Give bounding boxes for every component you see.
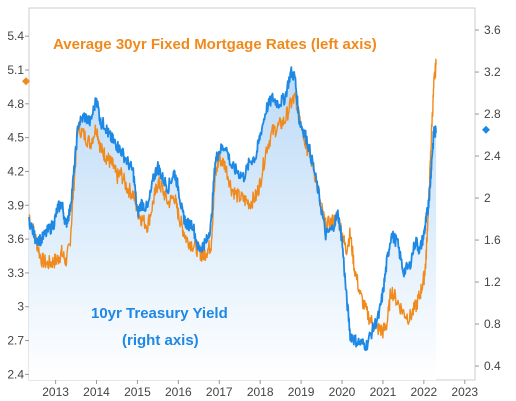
- x-tick-label: 2019: [288, 385, 315, 399]
- x-tick-label: 2017: [206, 385, 233, 399]
- mortgage-end-marker: [22, 77, 30, 86]
- left-tick-label: 4.5: [7, 131, 24, 145]
- right-tick-label: 3.6: [484, 23, 501, 37]
- treasury-area-fill: [29, 67, 437, 380]
- right-tick-label: 1.2: [484, 275, 501, 289]
- treasury-end-marker: [482, 125, 490, 134]
- x-tick-label: 2021: [370, 385, 397, 399]
- left-tick-label: 3: [17, 300, 24, 314]
- x-tick-label: 2016: [165, 385, 192, 399]
- x-tick-label: 2015: [124, 385, 151, 399]
- left-tick-label: 4.2: [7, 164, 24, 178]
- x-tick-label: 2020: [329, 385, 356, 399]
- right-tick-label: 1.6: [484, 233, 501, 247]
- x-tick-label: 2018: [247, 385, 274, 399]
- treasury-annotation-line2: (right axis): [122, 332, 199, 349]
- left-tick-label: 5.1: [7, 63, 24, 77]
- left-tick-label: 3.3: [7, 266, 24, 280]
- right-tick-label: 3.2: [484, 65, 501, 79]
- right-tick-label: 0.8: [484, 317, 501, 331]
- left-tick-label: 2.7: [7, 334, 24, 348]
- x-tick-label: 2022: [411, 385, 438, 399]
- treasury-annotation-line1: 10yr Treasury Yield: [91, 305, 228, 322]
- x-tick-label: 2014: [83, 385, 110, 399]
- left-tick-label: 3.9: [7, 198, 24, 212]
- mortgage-annotation: Average 30yr Fixed Mortgage Rates (left …: [53, 36, 377, 53]
- right-tick-label: 0.4: [484, 359, 501, 373]
- x-tick-label: 2023: [451, 385, 478, 399]
- right-tick-label: 2.4: [484, 149, 501, 163]
- left-tick-label: 3.6: [7, 232, 24, 246]
- right-tick-label: 2.8: [484, 107, 501, 121]
- left-tick-label: 4.8: [7, 97, 24, 111]
- x-tick-label: 2013: [42, 385, 69, 399]
- left-tick-label: 5.4: [7, 29, 24, 43]
- left-tick-label: 2.4: [7, 367, 24, 381]
- right-tick-label: 2: [484, 191, 491, 205]
- treasury-yield-line: [28, 66, 437, 352]
- mortgage-rate-line: [28, 58, 437, 339]
